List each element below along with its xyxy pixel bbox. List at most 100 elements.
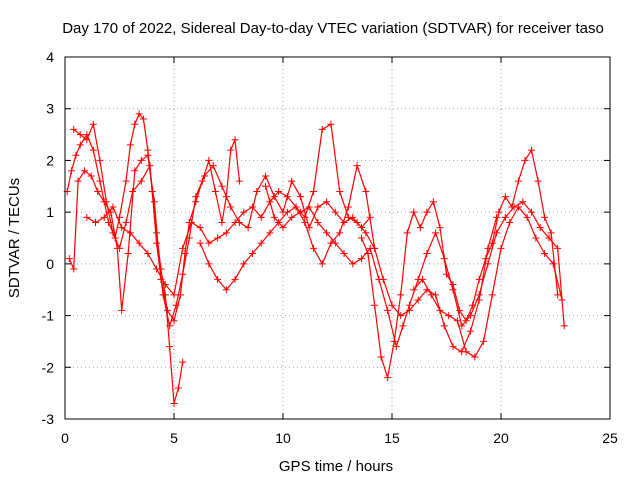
data-point <box>135 110 143 118</box>
data-point <box>266 229 274 237</box>
data-point <box>205 239 213 247</box>
data-point <box>124 250 132 258</box>
data-point <box>375 275 383 283</box>
series-trace <box>86 123 376 296</box>
series-trace <box>360 149 559 379</box>
data-point <box>362 187 370 195</box>
data-point <box>153 265 161 273</box>
data-point <box>181 250 189 258</box>
data-point <box>371 301 379 309</box>
data-point <box>384 374 392 382</box>
data-point <box>340 250 348 258</box>
data-point <box>377 353 385 361</box>
data-point <box>475 275 483 283</box>
data-point <box>506 218 514 226</box>
data-point <box>74 177 82 185</box>
y-tick-label: 3 <box>46 101 54 117</box>
data-point <box>270 213 278 221</box>
data-point <box>240 208 248 216</box>
series-trace <box>265 186 565 348</box>
data-point <box>231 136 239 144</box>
data-point <box>192 193 200 201</box>
data-point <box>554 244 562 252</box>
data-point <box>392 343 400 351</box>
data-point <box>102 198 110 206</box>
data-point <box>495 208 503 216</box>
data-point <box>528 208 536 216</box>
data-point <box>70 125 78 133</box>
data-point <box>196 239 204 247</box>
data-point <box>222 286 230 294</box>
data-point <box>179 270 187 278</box>
data-point <box>349 260 357 268</box>
data-point <box>135 239 143 247</box>
data-point <box>558 296 566 304</box>
data-point <box>397 291 405 299</box>
y-tick-label: 1 <box>46 204 54 220</box>
data-point <box>523 213 531 221</box>
data-point <box>89 120 97 128</box>
data-point <box>432 229 440 237</box>
data-point <box>137 177 145 185</box>
data-point <box>126 229 134 237</box>
grid-lines <box>65 57 610 419</box>
data-point <box>534 177 542 185</box>
data-point <box>547 229 555 237</box>
y-tick-labels: -3 -2 -1 0 1 2 3 4 <box>42 49 55 427</box>
data-point <box>541 213 549 221</box>
data-point <box>314 218 322 226</box>
data-point <box>296 208 304 216</box>
data-point <box>201 172 209 180</box>
data-point <box>560 322 568 330</box>
data-point <box>253 187 261 195</box>
data-point <box>508 203 516 211</box>
data-point <box>172 301 180 309</box>
data-point <box>541 250 549 258</box>
data-point <box>429 198 437 206</box>
data-point <box>126 141 134 149</box>
data-point <box>344 213 352 221</box>
data-point <box>436 306 444 314</box>
y-tick-label: -1 <box>42 308 55 324</box>
data-point <box>501 213 509 221</box>
data-point <box>262 182 270 190</box>
data-point <box>279 224 287 232</box>
data-point <box>423 250 431 258</box>
data-point <box>109 203 117 211</box>
data-point <box>390 337 398 345</box>
data-point <box>170 399 178 407</box>
data-point <box>364 250 372 258</box>
data-point <box>214 275 222 283</box>
data-point <box>449 343 457 351</box>
data-point <box>248 203 256 211</box>
axis-ticks <box>64 56 611 420</box>
data-point <box>109 229 117 237</box>
data-point <box>170 291 178 299</box>
data-point <box>288 177 296 185</box>
series-track-7 <box>357 146 562 382</box>
data-point <box>240 260 248 268</box>
data-point <box>353 218 361 226</box>
data-point <box>521 156 529 164</box>
y-tick-label: -2 <box>42 359 55 375</box>
x-axis-label: GPS time / hours <box>279 458 393 475</box>
data-point <box>218 182 226 190</box>
data-point <box>83 136 91 144</box>
x-tick-label: 15 <box>384 430 400 446</box>
data-point <box>257 239 265 247</box>
y-tick-label: -3 <box>42 411 55 427</box>
y-tick-label: 2 <box>46 152 54 168</box>
data-point <box>96 177 104 185</box>
data-point <box>532 234 540 242</box>
data-point <box>399 322 407 330</box>
series-track-6 <box>262 182 568 351</box>
data-point <box>76 141 84 149</box>
data-point <box>231 275 239 283</box>
data-point <box>116 244 123 252</box>
data-point <box>488 239 496 247</box>
data-point <box>469 301 477 309</box>
data-point <box>94 187 102 195</box>
data-point <box>310 244 318 252</box>
data-point <box>366 244 374 252</box>
